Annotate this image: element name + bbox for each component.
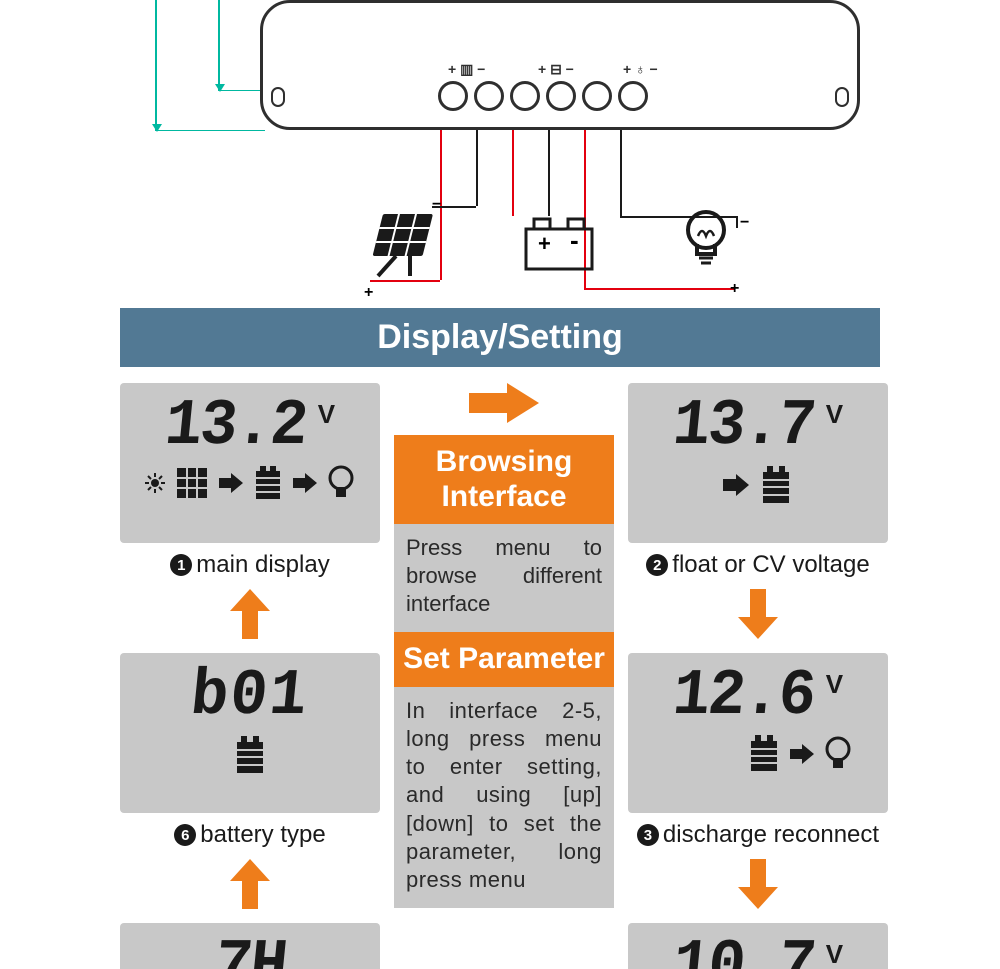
lcd-main-display: 13.2 V [120,383,380,543]
browsing-title-box: Browsing Interface [394,435,614,524]
lcd1-unit: V [318,399,335,430]
num-3: 3 [637,824,659,846]
bulb-icon [327,465,355,501]
wiring: + − + − + - [360,130,880,300]
lcd-float-voltage: 13.7 V [628,383,888,543]
browsing-title: Browsing Interface [436,445,573,513]
solar-panel-icon [360,210,440,280]
lcd-battery-type: b01 [120,653,380,813]
lcd3-icons [644,735,872,773]
lcd-bl-value: 7H [212,933,289,969]
battery-icon [253,465,283,501]
arrow-icon [293,473,317,493]
section-header: Display/Setting [120,308,880,367]
dim-line-outer [155,0,157,130]
lcd1-value: 13.2 [162,393,309,458]
battery-icon [233,735,267,775]
lcd3-unit: V [826,669,843,700]
set-title-box: Set Parameter [394,632,614,687]
dim-line-inner [218,0,220,90]
lcd3-value: 12.6 [670,663,817,728]
arrow-icon [219,473,243,493]
terminal-label-panel: + ▥ − [448,61,485,78]
set-desc: In interface 2-5, long press menu to ent… [394,687,614,908]
svg-text:-: - [570,225,579,255]
panel-icon [175,466,209,500]
battery-icon [748,735,780,773]
num-1: 1 [170,554,192,576]
battery-box-icon: + - [520,215,600,275]
battery-icon [759,465,793,505]
caption-6: 6 battery type [174,821,325,849]
lightbulb-icon [680,208,732,272]
left-column: 13.2 V 1 main display [120,383,380,969]
lcd2-value: 13.7 [670,393,817,458]
caption-1-text: main display [196,551,329,579]
device-body: + ▥ − + ⊟ − + ♁ − [260,0,860,130]
caption-3-text: discharge reconnect [663,821,879,849]
right-column: 13.7 V 2 float or CV voltage 12.6 V [628,383,888,969]
caption-3: 3 discharge reconnect [637,821,879,849]
terminal-label-batt: + ⊟ − [538,61,574,78]
header-title: Display/Setting [377,318,623,356]
down-arrow-icon [738,589,778,639]
caption-2-text: float or CV voltage [672,551,869,579]
right-arrow-icon [469,383,539,423]
lcd-partial-left: 7H [120,923,380,969]
down-arrow-icon [738,859,778,909]
lcd-br-value: 10.7 [670,933,817,969]
device-diagram: + ▥ − + ⊟ − + ♁ − + [120,0,880,300]
bulb-icon [824,736,852,772]
lcd2-icons [644,465,872,505]
sun-icon [145,473,165,493]
up-arrow-icon [230,859,270,909]
terminal-label-load: + ♁ − [623,61,658,77]
num-6: 6 [174,824,196,846]
arrow-icon [790,744,814,764]
up-arrow-icon [230,589,270,639]
lcd6-value: b01 [188,663,312,728]
terminal-row [438,81,648,111]
browsing-desc: Press menu to browse different interface [394,524,614,632]
svg-text:+: + [538,231,551,256]
caption-2: 2 float or CV voltage [646,551,869,579]
caption-1: 1 main display [170,551,329,579]
lcd-discharge-reconnect: 12.6 V [628,653,888,813]
lcd-partial-right: 10.7 V [628,923,888,969]
lcd1-icons [136,465,364,501]
set-title: Set Parameter [403,642,605,675]
lcd6-icons [136,735,364,775]
lcd-br-unit: V [826,939,843,969]
num-2: 2 [646,554,668,576]
arrow-icon [723,474,749,496]
lcd2-unit: V [826,399,843,430]
caption-6-text: battery type [200,821,325,849]
center-column: Browsing Interface Press menu to browse … [394,383,614,908]
